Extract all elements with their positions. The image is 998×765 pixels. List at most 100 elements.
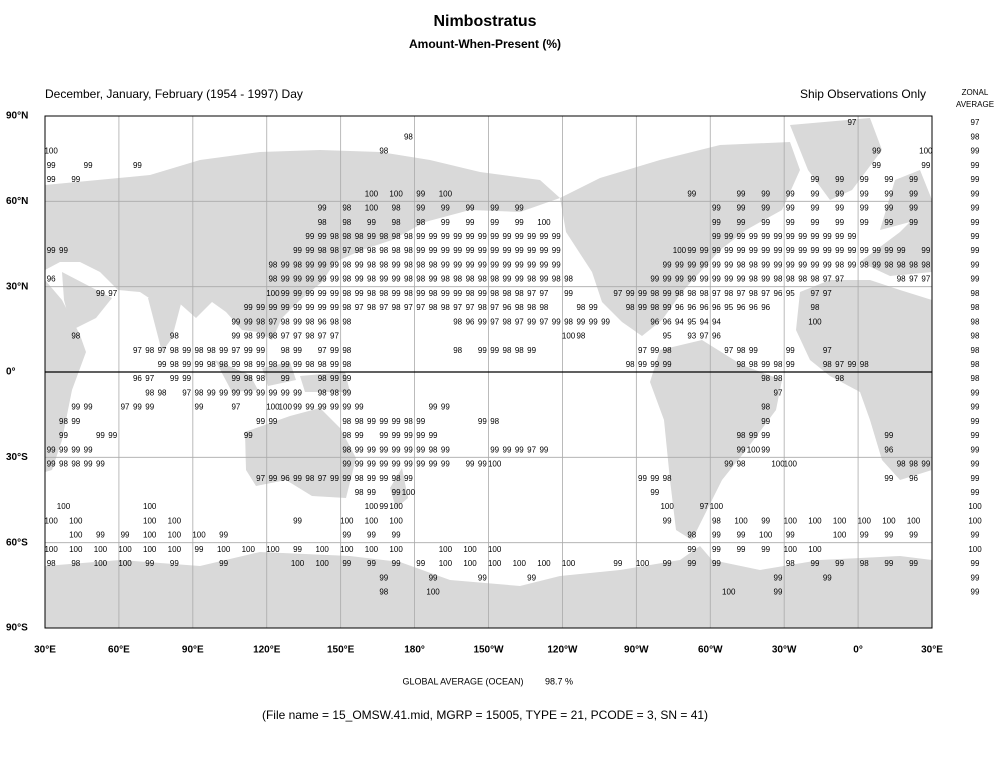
cell-value: 99 <box>663 303 672 312</box>
cell-value: 98 <box>342 204 351 213</box>
cell-value: 99 <box>219 531 228 540</box>
cell-value: 100 <box>94 545 108 554</box>
cell-value: 98 <box>379 232 388 241</box>
cell-value: 99 <box>527 346 536 355</box>
cell-value: 99 <box>318 303 327 312</box>
cell-value: 96 <box>712 332 721 341</box>
cell-value: 99 <box>478 232 487 241</box>
cell-value: 98 <box>392 246 401 255</box>
cell-value: 97 <box>823 346 832 355</box>
cell-value: 98 <box>256 374 265 383</box>
cell-value: 98 <box>527 303 536 312</box>
cell-value: 98 <box>355 417 364 426</box>
cell-value: 99 <box>552 246 561 255</box>
cell-value: 99 <box>293 516 302 525</box>
cell-value: 99 <box>737 189 746 198</box>
cell-value: 99 <box>552 317 561 326</box>
cell-value: 99 <box>675 275 684 284</box>
cell-value: 99 <box>416 289 425 298</box>
cell-value: 99 <box>835 559 844 568</box>
cell-value: 99 <box>909 559 918 568</box>
cell-value: 98 <box>305 332 314 341</box>
cell-value: 98 <box>897 260 906 269</box>
cell-value: 99 <box>650 275 659 284</box>
cell-value: 97 <box>811 289 820 298</box>
cell-value: 98 <box>897 275 906 284</box>
cell-value: 100 <box>882 516 896 525</box>
cell-value: 99 <box>847 260 856 269</box>
zonal-average: 99 <box>971 573 980 582</box>
cell-value: 99 <box>539 445 548 454</box>
cell-value: 99 <box>256 388 265 397</box>
cell-value: 100 <box>463 545 477 554</box>
cell-value: 98 <box>342 260 351 269</box>
cell-value: 98 <box>367 260 376 269</box>
cell-value: 99 <box>231 360 240 369</box>
cell-value: 98 <box>342 346 351 355</box>
cell-value: 98 <box>244 332 253 341</box>
cell-value: 99 <box>429 460 438 469</box>
zonal-header: AVERAGE <box>956 100 994 109</box>
cell-value: 96 <box>318 317 327 326</box>
cell-value: 99 <box>441 218 450 227</box>
cell-value: 97 <box>330 332 339 341</box>
cell-value: 97 <box>416 303 425 312</box>
cell-value: 99 <box>835 232 844 241</box>
cell-value: 98 <box>761 403 770 412</box>
cell-value: 97 <box>700 502 709 511</box>
cell-value: 100 <box>143 502 157 511</box>
cell-value: 98 <box>318 246 327 255</box>
cell-value: 97 <box>823 275 832 284</box>
cell-value: 100 <box>439 545 453 554</box>
cell-value: 99 <box>379 445 388 454</box>
cell-value: 99 <box>712 232 721 241</box>
cell-value: 99 <box>453 260 462 269</box>
cell-value: 99 <box>811 218 820 227</box>
zonal-average: 99 <box>971 488 980 497</box>
cell-value: 99 <box>589 317 598 326</box>
cell-value: 99 <box>330 374 339 383</box>
cell-value: 98 <box>145 346 154 355</box>
cell-value: 99 <box>453 246 462 255</box>
cell-value: 97 <box>231 346 240 355</box>
cell-value: 100 <box>143 545 157 554</box>
cell-value: 99 <box>256 332 265 341</box>
cell-value: 100 <box>636 559 650 568</box>
cell-value: 99 <box>860 175 869 184</box>
cell-value: 94 <box>712 317 721 326</box>
cell-value: 98 <box>355 488 364 497</box>
cell-value: 99 <box>884 431 893 440</box>
cell-value: 98 <box>355 474 364 483</box>
cell-value: 98 <box>318 360 327 369</box>
cell-value: 98 <box>318 388 327 397</box>
cell-value: 98 <box>453 346 462 355</box>
cell-value: 98 <box>244 374 253 383</box>
cell-value: 100 <box>316 545 330 554</box>
cell-value: 99 <box>293 289 302 298</box>
zonal-header: ZONAL <box>962 88 989 97</box>
greenland <box>790 118 882 200</box>
cell-value: 98 <box>342 360 351 369</box>
zonal-average: 98 <box>971 289 980 298</box>
cell-value: 98 <box>268 260 277 269</box>
cell-value: 97 <box>318 474 327 483</box>
cell-value: 97 <box>847 118 856 127</box>
cell-value: 99 <box>552 260 561 269</box>
zonal-average: 99 <box>971 204 980 213</box>
cell-value: 99 <box>355 260 364 269</box>
cell-value: 99 <box>293 303 302 312</box>
cell-value: 99 <box>811 189 820 198</box>
cell-value: 98 <box>330 388 339 397</box>
cell-value: 98 <box>897 460 906 469</box>
cell-value: 99 <box>47 161 56 170</box>
cell-value: 97 <box>539 289 548 298</box>
cell-value: 99 <box>638 474 647 483</box>
x-tick-label: 30°E <box>34 645 56 656</box>
cell-value: 97 <box>342 246 351 255</box>
cell-value: 95 <box>663 332 672 341</box>
cell-value: 98 <box>392 303 401 312</box>
cell-value: 99 <box>503 445 512 454</box>
cell-value: 99 <box>244 431 253 440</box>
cell-value: 99 <box>379 275 388 284</box>
